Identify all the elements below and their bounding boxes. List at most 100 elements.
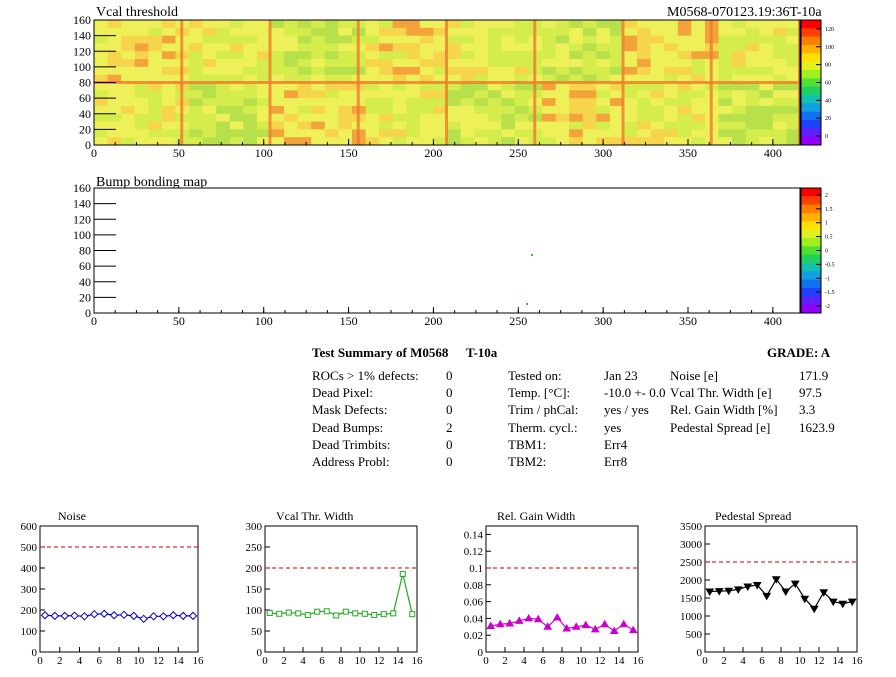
chart-1: Vcal Thr. Width 0 2 4 6 8 10 12 14 16 0 50 100 150 200…: [246, 509, 424, 667]
x-tick-label: 2: [502, 655, 508, 667]
data-point: [609, 626, 619, 634]
plot-frame: [264, 525, 418, 653]
x-tick-label: 300: [594, 314, 612, 328]
y-tick-label: 0: [257, 647, 263, 659]
y-tick-label: 0: [478, 647, 484, 659]
y-tick-label: 60: [79, 91, 91, 105]
test-info-label: Therm. cycl.:: [508, 419, 578, 435]
defect-value: 2: [446, 419, 453, 435]
vcal-threshold-title: Vcal threshold: [96, 5, 179, 20]
x-tick-label: 0: [483, 655, 489, 667]
data-point: [390, 610, 397, 617]
y-tick-label: 120: [73, 44, 91, 58]
data-point: [99, 609, 109, 618]
x-tick-label: 150: [340, 314, 358, 328]
stat-value: 1623.9: [799, 419, 835, 435]
y-tick-label: 0: [85, 138, 91, 152]
colorbar-tick-label: 120: [825, 27, 834, 33]
data-point: [178, 611, 188, 621]
x-tick-label: 0: [91, 314, 97, 328]
y-tick-label: 20: [79, 122, 91, 136]
y-tick-label: 0.12: [464, 546, 483, 558]
data-point: [342, 608, 349, 615]
x-tick-label: 200: [424, 314, 442, 328]
x-tick-label: 0: [91, 146, 97, 160]
x-tick-label: 200: [424, 146, 442, 160]
data-point: [380, 611, 387, 618]
y-tick-label: 100: [246, 605, 263, 617]
bump-colorbar: 2 1.5 1 0.5 0 -0.5 -1 -1.5 -2: [800, 187, 835, 314]
chart-title: Vcal Thr. Width: [276, 509, 353, 523]
data-point: [361, 610, 368, 617]
x-tick-label: 14: [833, 655, 845, 667]
data-point: [266, 609, 273, 616]
x-tick-label: 6: [319, 655, 325, 667]
data-point: [762, 592, 772, 601]
data-point: [714, 588, 724, 596]
test-info-label: TBM1:: [508, 436, 547, 452]
y-tick-label: 3500: [680, 521, 703, 533]
x-tick-label: 12: [153, 655, 164, 667]
y-tick-label: 0.02: [464, 630, 483, 642]
data-point: [495, 619, 505, 628]
x-tick-label: 16: [633, 655, 645, 667]
y-tick-label: 40: [79, 107, 91, 121]
data-point: [304, 612, 311, 619]
data-point: [50, 611, 60, 621]
colorbar-tick-label: 0.5: [825, 235, 833, 241]
test-info-value: yes / yes: [604, 402, 649, 418]
y-tick-label: 140: [73, 197, 91, 211]
data-point: [724, 587, 734, 596]
x-tick-label: 4: [740, 655, 746, 667]
data-point: [552, 613, 562, 621]
dead-bump-marker: [531, 254, 533, 256]
x-tick-label: 100: [255, 146, 273, 160]
colorbar-tick-label: 2: [825, 193, 828, 199]
test-info-label: Trim / phCal:: [508, 402, 579, 418]
x-tick-label: 12: [814, 655, 825, 667]
y-tick-label: 50: [251, 626, 263, 638]
test-info-value: Err4: [604, 436, 628, 452]
data-point: [600, 619, 610, 628]
y-tick-label: 160: [73, 13, 91, 27]
data-point: [790, 580, 800, 589]
y-tick-label: 300: [21, 584, 38, 596]
colorbar-tick-label: -1.5: [825, 290, 835, 296]
defect-value: 0: [446, 385, 453, 401]
defect-label: Dead Pixel:: [312, 385, 374, 401]
data-point: [399, 570, 406, 577]
x-tick-label: 6: [540, 655, 546, 667]
data-point: [743, 583, 753, 591]
x-tick-label: 8: [559, 655, 565, 667]
data-point: [514, 616, 524, 624]
y-tick-label: 80: [79, 244, 91, 258]
colorbar-tick-label: 80: [825, 63, 831, 69]
y-tick-label: 40: [79, 275, 91, 289]
stat-label: Pedestal Spread [e]: [670, 419, 771, 435]
x-tick-label: 10: [576, 655, 588, 667]
data-point: [590, 624, 600, 633]
colorbar-tick-label: 0: [825, 134, 828, 140]
y-tick-label: 0: [85, 306, 91, 320]
x-tick-label: 10: [795, 655, 807, 667]
y-tick-label: 0.1: [469, 563, 483, 575]
x-tick-label: 14: [393, 655, 405, 667]
data-point: [628, 625, 638, 634]
y-tick-label: 140: [73, 29, 91, 43]
y-tick-label: 0.08: [464, 580, 484, 592]
data-point: [333, 612, 340, 619]
test-info-value: Jan 23: [604, 368, 638, 383]
data-point: [571, 622, 581, 630]
test-info-label: Temp. [°C]:: [508, 385, 571, 401]
module-id: M0568-070123.19:36T-10a: [667, 5, 822, 20]
x-tick-label: 2: [721, 655, 727, 667]
data-point: [800, 595, 810, 604]
x-tick-label: 8: [338, 655, 344, 667]
x-tick-label: 16: [852, 655, 864, 667]
data-point: [486, 621, 496, 629]
stat-value: 97.5: [799, 385, 822, 401]
y-tick-label: 300: [246, 521, 263, 533]
y-tick-label: 200: [246, 563, 263, 575]
y-tick-label: 200: [21, 605, 38, 617]
stat-label: Vcal Thr. Width [e]: [670, 385, 772, 401]
